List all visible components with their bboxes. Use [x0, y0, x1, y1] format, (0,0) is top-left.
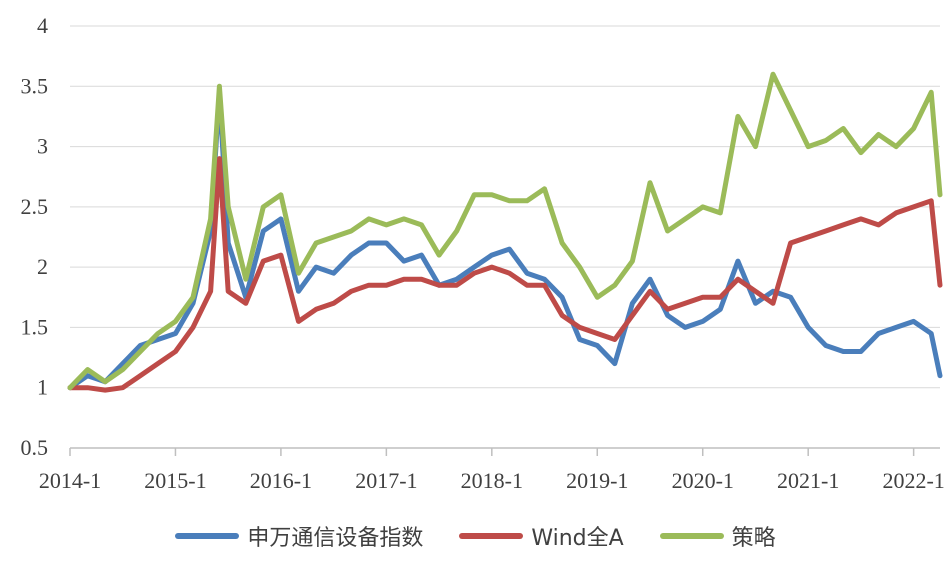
series-line-0: [67, 89, 943, 391]
y-tick-label-1: 1: [37, 375, 48, 400]
x-tick-label-6: 2020-1: [672, 468, 734, 493]
y-tick-label-3: 2: [37, 254, 48, 279]
legend-item-series-0: 申万通信设备指数: [175, 520, 423, 552]
legend-label-series-1: Wind全A: [531, 526, 624, 551]
x-tick-label-8: 2022-1: [882, 468, 944, 493]
x-axis-tick-labels: 2014-1 2015-1 2016-1 2017-1 2018-1 2019-1 2020…: [39, 468, 945, 493]
x-tick-label-7: 2021-1: [777, 468, 839, 493]
legend: 申万通信设备指数 Wind全A 策略: [0, 516, 951, 556]
y-tick-label-2: 1.5: [21, 314, 49, 339]
y-tick-label-0: 0.5: [21, 435, 49, 460]
y-tick-label-4: 2.5: [21, 194, 49, 219]
legend-label-series-0: 申万通信设备指数: [247, 526, 424, 551]
x-tick-label-1: 2015-1: [144, 468, 206, 493]
legend-swatch-series-1: [459, 533, 524, 539]
legend-item-series-1: Wind全A: [459, 520, 624, 552]
x-tick-label-2: 2016-1: [250, 468, 312, 493]
y-tick-label-5: 3: [37, 134, 48, 159]
x-tick-label-4: 2018-1: [461, 468, 523, 493]
line-chart: 0.5 1 1.5 2 2.5 3 3.5 4 2014-1 2015-1 2016-1 2017-…: [21, 13, 945, 493]
legend-swatch-series-2: [659, 533, 724, 539]
x-tick-label-3: 2017-1: [355, 468, 417, 493]
x-tick-label-5: 2019-1: [566, 468, 628, 493]
y-axis-tick-labels: 0.5 1 1.5 2 2.5 3 3.5 4: [21, 13, 49, 460]
y-tick-label-7: 4: [37, 13, 48, 38]
series-line-1: [67, 156, 943, 393]
x-axis: [69, 447, 940, 456]
x-tick-label-0: 2014-1: [39, 468, 101, 493]
legend-item-series-2: 策略: [659, 520, 776, 552]
series-lines: [67, 71, 943, 393]
legend-swatch-series-0: [175, 533, 240, 539]
y-tick-label-6: 3.5: [21, 73, 49, 98]
legend-label-series-2: 策略: [731, 526, 776, 551]
series-line-2: [67, 71, 943, 391]
